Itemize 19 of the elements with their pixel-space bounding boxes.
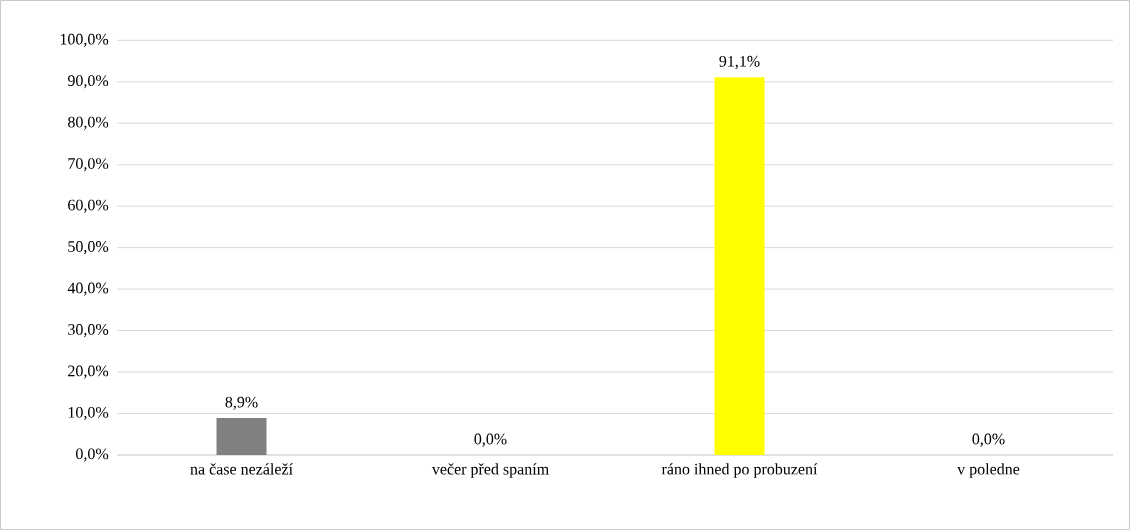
x-tick-label: v poledne xyxy=(957,463,1020,478)
y-tick-label: 10,0% xyxy=(68,406,109,421)
x-tick-label: večer před spaním xyxy=(431,463,549,478)
x-tick-label: ráno ihned po probuzení xyxy=(661,463,818,478)
y-tick-label: 40,0% xyxy=(67,282,109,296)
y-tick-label: 80,0% xyxy=(68,116,109,130)
y-tick-label: 20,0% xyxy=(68,365,109,379)
y-tick-label: 90,0% xyxy=(67,75,109,89)
x-tick-label: na čase nezáleží xyxy=(190,463,293,475)
y-tick-label: 70,0% xyxy=(68,158,109,172)
y-tick-label: 100,0% xyxy=(60,33,109,47)
data-label: 0,0% xyxy=(972,433,1005,447)
data-label: 91,1% xyxy=(719,55,760,69)
data-label: 8,9% xyxy=(225,396,258,410)
y-tick-label: 0,0% xyxy=(76,448,109,462)
y-tick-label: 30,0% xyxy=(68,324,109,338)
y-tick-label: 50,0% xyxy=(68,241,109,255)
data-label: 0,0% xyxy=(474,433,507,447)
y-tick-label: 60,0% xyxy=(68,199,109,213)
